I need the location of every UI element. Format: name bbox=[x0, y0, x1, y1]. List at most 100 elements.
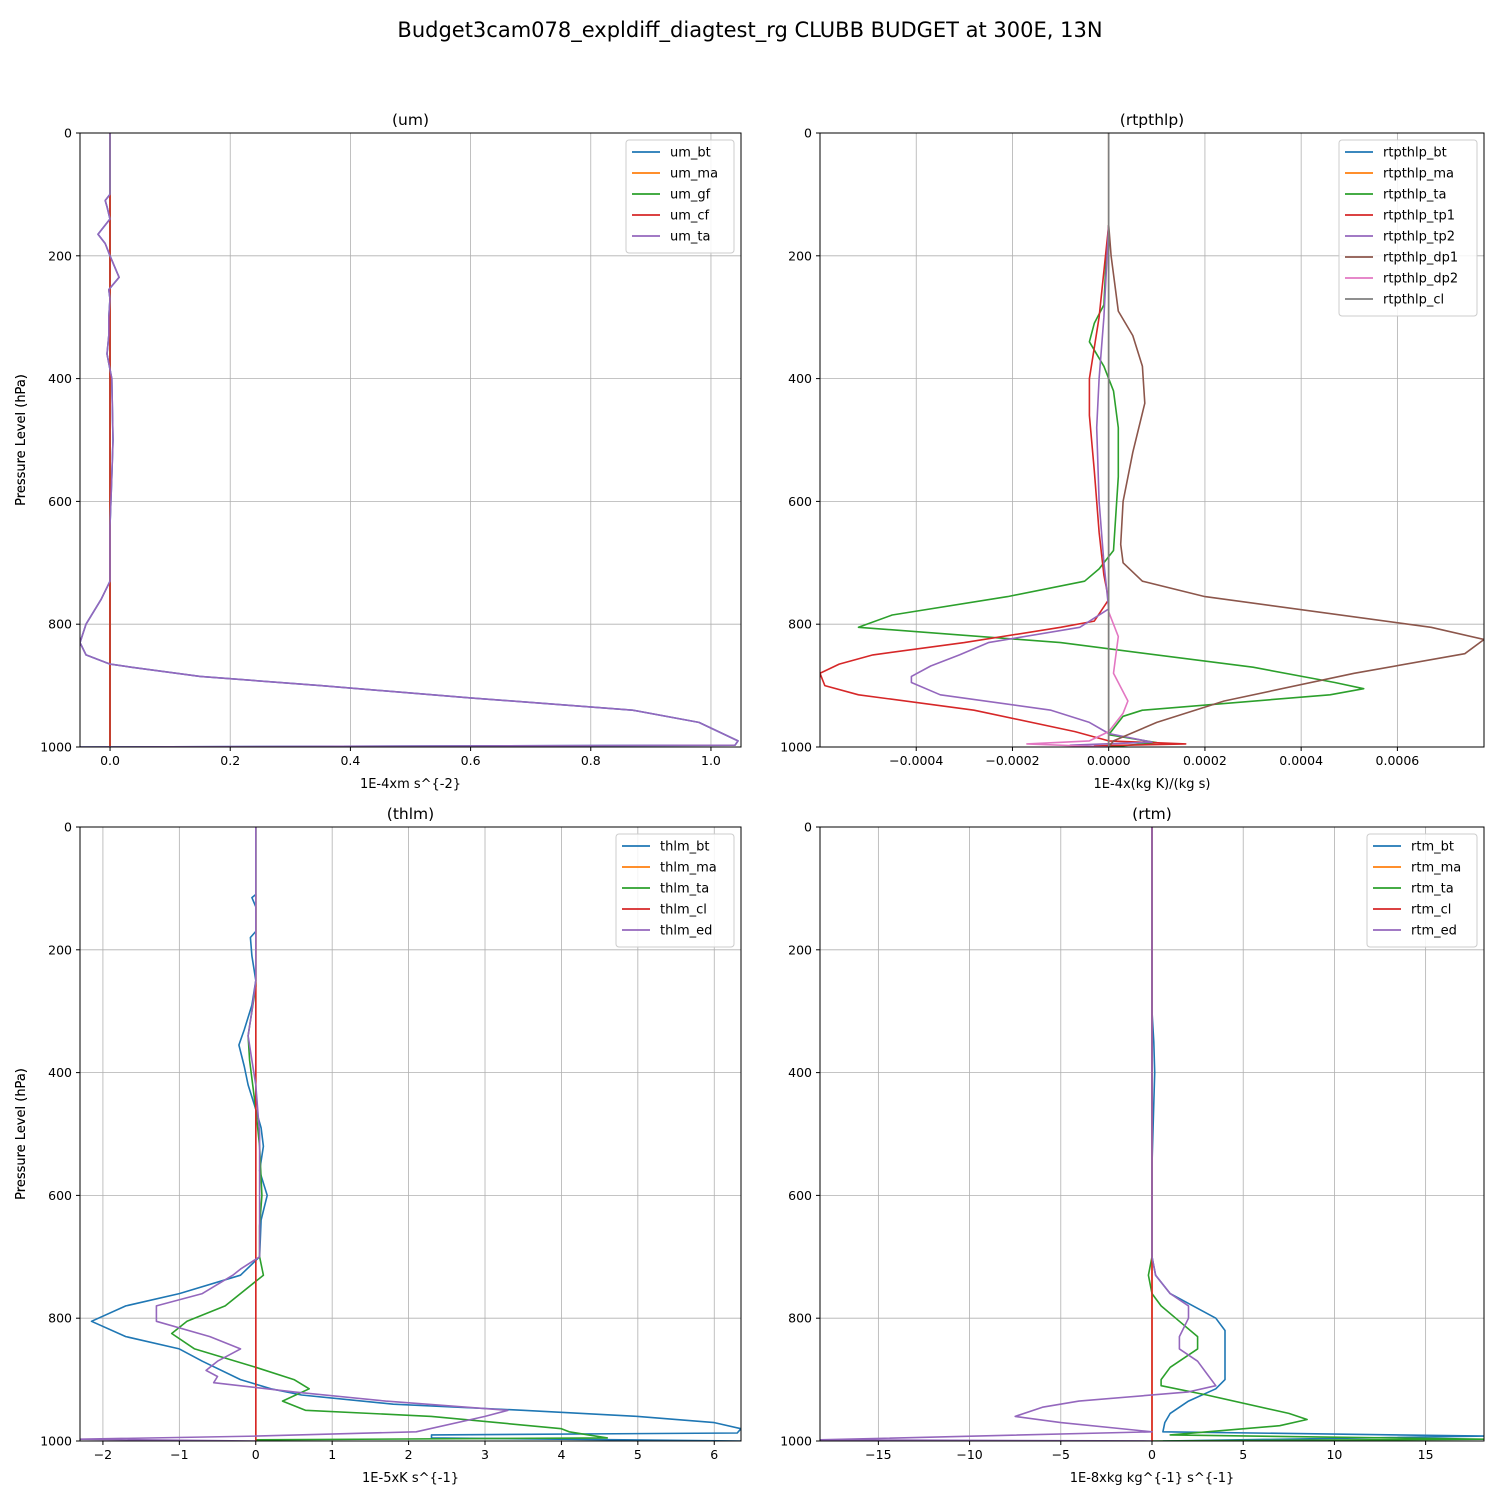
y-tick-label: 800 bbox=[48, 617, 72, 632]
y-tick-label: 800 bbox=[788, 1311, 812, 1326]
legend-frame bbox=[615, 833, 735, 948]
y-tick-label: 400 bbox=[788, 371, 812, 386]
y-tick-label: 1000 bbox=[780, 1434, 812, 1449]
y-tick-label: 0 bbox=[64, 820, 72, 835]
y-tick-label: 0 bbox=[804, 820, 812, 835]
x-axis-label: 1E-5xK s^{-1} bbox=[362, 1471, 459, 1486]
x-tick-label: −0.0004 bbox=[889, 753, 943, 768]
legend-label: rtpthlp_bt bbox=[1383, 146, 1447, 161]
y-tick-label: 600 bbox=[48, 494, 72, 509]
y-tick-label: 0 bbox=[64, 126, 72, 141]
legend-label: rtpthlp_dp2 bbox=[1383, 272, 1458, 287]
figure-title: Budget3cam078_expldiff_diagtest_rg CLUBB… bbox=[397, 18, 1102, 43]
x-tick-label: 1.0 bbox=[701, 753, 721, 768]
legend-label: rtm_ma bbox=[1411, 861, 1461, 876]
x-tick-label: 15 bbox=[1418, 1447, 1434, 1462]
legend-frame bbox=[625, 139, 735, 254]
y-axis-label: Pressure Level (hPa) bbox=[14, 1068, 29, 1200]
series-line-thlm_ta bbox=[170, 827, 609, 1441]
y-tick-label: 1000 bbox=[40, 1434, 72, 1449]
y-tick-label: 1000 bbox=[40, 740, 72, 755]
x-tick-label: 6 bbox=[710, 1447, 718, 1462]
x-axis-label: 1E-4xm s^{-2} bbox=[360, 777, 461, 792]
y-axis-label: Pressure Level (hPa) bbox=[14, 1068, 29, 1200]
legend-frame bbox=[1338, 139, 1478, 317]
panel-title: (um) bbox=[392, 111, 429, 129]
x-tick-label: 0 bbox=[1148, 1447, 1156, 1462]
plot-frame bbox=[819, 132, 1485, 748]
y-tick-label: 200 bbox=[48, 248, 72, 263]
legend-label: rtm_cl bbox=[1411, 903, 1451, 918]
series-line-thlm_ed bbox=[80, 827, 509, 1441]
legend-label: um_gf bbox=[670, 188, 711, 203]
y-tick-label: 400 bbox=[48, 371, 72, 386]
y-tick-label: 200 bbox=[48, 942, 72, 957]
x-tick-label: 0.0006 bbox=[1376, 753, 1420, 768]
y-axis-label: Pressure Level (hPa) bbox=[14, 374, 29, 506]
legend: rtm_bt rtm_ma rtm_ta rtm_cl rtm_ed bbox=[1366, 833, 1478, 948]
chart-panel-4: −15 −10 −5 0 5 10 1502004006008001000(rtm)1E-8… bbox=[14, 805, 1485, 1486]
series-group bbox=[820, 827, 1484, 1441]
x-axis-label: 1E-8xkg kg^{-1} s^{-1} bbox=[1070, 1471, 1235, 1486]
x-tick-label: 0.0004 bbox=[1279, 753, 1323, 768]
series-line-rtpthlp_dp1 bbox=[1107, 225, 1484, 747]
x-tick-label: −0.0002 bbox=[985, 753, 1039, 768]
legend: um_bt um_ma um_gf um_cf um_ta bbox=[625, 139, 735, 254]
series-group bbox=[820, 133, 1484, 747]
x-tick-label: 5 bbox=[634, 1447, 642, 1462]
x-tick-label: −5 bbox=[1052, 1447, 1070, 1462]
x-axis-label: 1E-4x(kg K)/(kg s) bbox=[1094, 777, 1211, 792]
legend: thlm_bt thlm_ma thlm_ta thlm_cl thlm_ed bbox=[615, 833, 735, 948]
x-tick-label: 10 bbox=[1326, 1447, 1342, 1462]
legend-label: rtpthlp_tp2 bbox=[1383, 230, 1455, 245]
plot-frame bbox=[79, 826, 742, 1442]
y-tick-label: 600 bbox=[788, 494, 812, 509]
legend-label: rtpthlp_ta bbox=[1383, 188, 1446, 203]
legend-label: rtm_ed bbox=[1411, 924, 1457, 939]
chart-panel-2: −0.0004 −0.0002 0.0000 0.0002 0.0004 0.0006 0 2… bbox=[14, 111, 1485, 792]
legend-label: um_bt bbox=[670, 146, 711, 161]
legend: rtpthlp_bt rtpthlp_ma rtpthlp_ta rtpthlp_tp… bbox=[1338, 139, 1478, 317]
x-tick-label: 0.8 bbox=[581, 753, 601, 768]
x-tick-label: 4 bbox=[557, 1447, 565, 1462]
x-tick-label: 0.6 bbox=[461, 753, 481, 768]
legend-label: um_cf bbox=[670, 209, 710, 224]
x-tick-label: −2 bbox=[94, 1447, 112, 1462]
legend-label: rtpthlp_ma bbox=[1383, 167, 1454, 182]
legend-label: rtpthlp_cl bbox=[1383, 293, 1444, 308]
legend-label: thlm_ma bbox=[660, 861, 717, 876]
y-tick-label: 800 bbox=[48, 1311, 72, 1326]
y-tick-label: 400 bbox=[48, 1065, 72, 1080]
x-tick-label: 0.2 bbox=[220, 753, 240, 768]
chart-panel-3: −2 −1 0 1 2 3 4 5 6 0 200 400 600 800 1000 (thlm) 1E-5xK… bbox=[14, 805, 742, 1486]
series-line-rtpthlp_ta bbox=[857, 225, 1365, 747]
legend-label: thlm_cl bbox=[660, 903, 707, 918]
legend-label: um_ma bbox=[670, 167, 718, 182]
legend-label: um_ta bbox=[670, 230, 710, 245]
series-line-rtm_ed bbox=[820, 827, 1217, 1441]
y-tick-label: 600 bbox=[48, 1188, 72, 1203]
legend-label: thlm_bt bbox=[660, 840, 709, 855]
legend-label: rtpthlp_dp1 bbox=[1383, 251, 1458, 266]
y-tick-label: 1000 bbox=[780, 740, 812, 755]
panel-title: (rtpthlp) bbox=[1120, 111, 1184, 129]
panel-title: (thlm) bbox=[387, 805, 434, 823]
x-tick-label: −15 bbox=[865, 1447, 891, 1462]
x-tick-label: 1 bbox=[328, 1447, 336, 1462]
chart-panel-1: 0.0 0.2 0.4 0.6 0.8 1.0 0 200 400 600 800 1000 (um) 1… bbox=[14, 111, 742, 792]
x-tick-label: 0 bbox=[252, 1447, 260, 1462]
y-axis-label: Pressure Level (hPa) bbox=[14, 374, 29, 506]
series-line-rtpthlp_tp1 bbox=[820, 225, 1187, 747]
series-line-rtpthlp_tp2 bbox=[910, 225, 1153, 747]
series-group bbox=[80, 133, 739, 747]
panel-title: (rtm) bbox=[1132, 805, 1172, 823]
legend-frame bbox=[1366, 833, 1478, 948]
x-tick-label: 0.0002 bbox=[1183, 753, 1227, 768]
x-tick-label: 0.0000 bbox=[1087, 753, 1131, 768]
x-tick-label: 0.4 bbox=[340, 753, 360, 768]
legend-label: rtpthlp_tp1 bbox=[1383, 209, 1455, 224]
series-line-rtpthlp_dp2 bbox=[1026, 611, 1129, 747]
series-line-rtm_bt bbox=[1151, 827, 1484, 1441]
plot-frame bbox=[79, 132, 742, 748]
legend-label: thlm_ta bbox=[660, 882, 709, 897]
